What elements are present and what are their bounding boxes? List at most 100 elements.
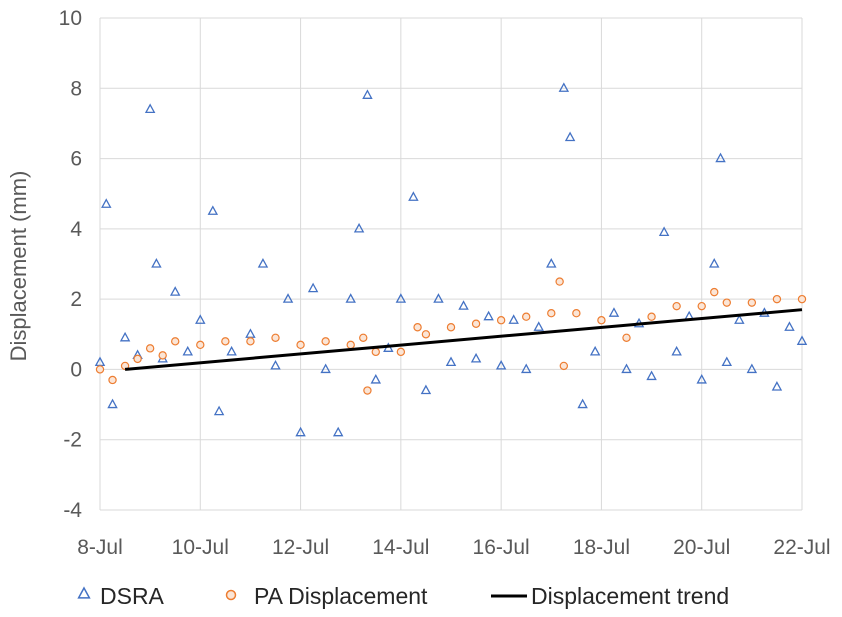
pa-displacement-point [271,333,280,342]
dsra-point [445,356,457,367]
pa-displacement-point [145,344,155,353]
dsra-point [420,384,432,395]
y-tick-label: 4 [70,218,82,241]
legend-dsra-label: DSRA [100,583,165,609]
dsra-point [353,222,365,233]
dsra-point [295,426,306,437]
dsra-point [658,226,670,237]
x-axis-ticks: 8-Jul 10-Jul 12-Jul 14-Jul 16-Jul 18-Jul 20-Ju… [77,536,830,559]
pa-displacement-point [597,316,606,325]
dsra-point [470,352,482,363]
pa-displacement-point [496,316,506,325]
pa-displacement-point [371,347,380,357]
dsra-point [101,198,112,208]
dsra-point [483,310,494,321]
dsra-point [332,426,344,437]
pa-displacement-point [547,309,556,318]
dsra-point [207,205,219,215]
pa-displacement-point [196,340,205,350]
pa-displacement-point [797,294,807,304]
pa-displacement-point [710,287,719,297]
legend-pa-label: PA Displacement [254,583,428,609]
y-tick-label: -4 [63,499,82,522]
pa-displacement-point [296,340,305,350]
pa-displacement-point [120,361,130,371]
gridlines [99,17,803,511]
dsra-point [520,363,532,374]
pa-displacement-point [346,340,355,350]
pa-displacement-point [396,347,406,357]
series-pa-displacement [95,277,807,395]
pa-displacement-point [421,330,431,339]
dsra-point [564,131,576,142]
dsra-point [119,331,131,342]
dsra-point [362,89,373,99]
y-axis-ticks: 10 8 6 4 2 0 -2 -4 [59,7,83,522]
dsra-point [245,328,256,338]
dsra-point [169,286,181,296]
x-tick-label: 22-Jul [773,536,830,559]
pa-displacement-point [221,337,230,346]
dsra-point [746,363,758,374]
pa-displacement-point [413,323,422,332]
y-axis-title: Displacement (mm) [6,171,31,362]
y-tick-label: 2 [70,288,82,311]
dsra-point [408,191,419,201]
pa-displacement-point [672,301,681,311]
dsra-point [771,381,783,391]
pa-displacement-point [133,354,142,364]
dsra-point [107,398,118,409]
dsra-point [307,282,319,293]
dsra-point [784,321,795,331]
dsra-point [646,370,657,381]
pa-displacement-point [446,323,456,332]
x-tick-label: 12-Jul [272,536,329,559]
dsra-point [395,293,407,303]
dsra-point [721,356,733,367]
pa-displacement-point [95,365,105,374]
dsra-point [533,321,544,331]
x-tick-label: 16-Jul [473,536,530,559]
dsra-point [621,363,632,374]
dsra-point [577,398,588,409]
dsra-point [458,300,469,310]
dsra-point [282,293,294,303]
dsra-point [608,307,620,317]
dsra-point [257,258,269,268]
dsra-point [151,258,162,268]
pa-displacement-point [622,333,631,342]
legend-pa-marker [225,589,237,601]
x-tick-label: 8-Jul [77,536,123,559]
pa-displacement-point [647,312,656,321]
y-tick-label: 6 [70,148,82,171]
pa-displacement-point [697,301,706,311]
pa-displacement-point [359,333,368,342]
y-tick-label: 8 [70,77,82,100]
dsra-point [796,335,808,345]
pa-displacement-point [363,386,372,395]
dsra-point [715,152,726,163]
dsra-point [433,293,444,303]
x-tick-label: 20-Jul [673,536,730,559]
dsra-point [182,345,193,356]
pa-displacement-point [747,298,757,307]
pa-displacement-point [772,294,782,304]
dsra-point [144,103,156,114]
legend-trend-label: Displacement trend [531,583,729,609]
dsra-point [734,314,745,324]
pa-displacement-point [471,319,481,328]
pa-displacement-point [171,337,180,346]
dsra-point [671,345,682,356]
pa-displacement-point [246,337,255,346]
pa-displacement-point [722,298,731,307]
dsra-point [213,405,225,416]
pa-displacement-point [158,351,167,360]
series-dsra [94,82,808,437]
dsra-point [226,345,237,356]
pa-displacement-point [108,375,117,385]
y-tick-label: 0 [70,358,82,381]
pa-displacement-point [555,277,564,286]
dsra-point [320,363,331,374]
trend-line [124,308,803,371]
